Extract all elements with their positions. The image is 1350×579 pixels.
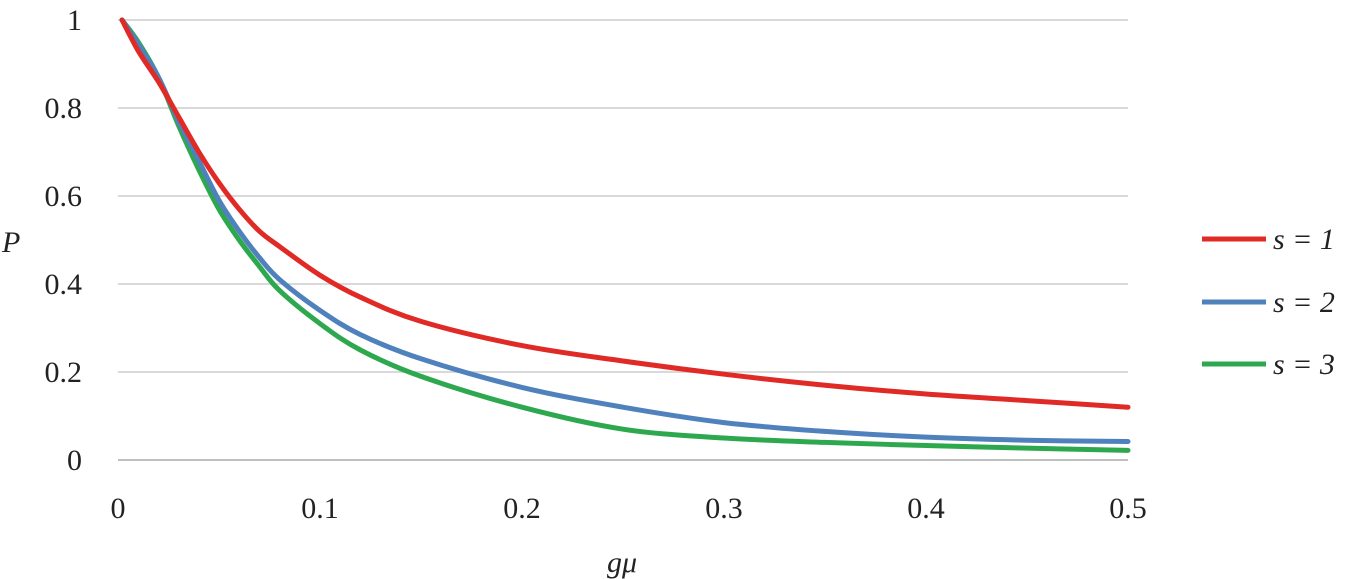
y-tick-label: 0.4 — [45, 268, 83, 301]
x-tick-label: 0.5 — [1109, 492, 1147, 525]
legend-label: s = 2 — [1273, 286, 1335, 319]
series-line-s-2 — [119, 17, 1131, 445]
y-tick-label: 0.2 — [45, 356, 83, 389]
legend-item-s-3: s = 3 — [1202, 348, 1335, 381]
legend-label: s = 1 — [1273, 223, 1335, 256]
y-tick-label: 1 — [67, 4, 82, 37]
y-axis-title: P — [1, 226, 20, 259]
x-tick-label: 0.3 — [705, 492, 743, 525]
gridlines — [118, 19, 1128, 373]
x-tick-label: 0.1 — [301, 492, 339, 525]
legend: s = 1 s = 2 s = 3 — [1202, 223, 1335, 381]
y-tick-label: 0 — [67, 444, 82, 477]
series-line-s-1 — [119, 17, 1131, 410]
y-tick-label: 0.6 — [45, 180, 83, 213]
legend-label: s = 3 — [1273, 348, 1335, 381]
legend-item-s-1: s = 1 — [1202, 223, 1335, 256]
tick-labels: 0 0.2 0.4 0.6 0.8 1 0 0.1 0.2 0.3 0.4 0.5 — [45, 4, 1147, 525]
legend-item-s-2: s = 2 — [1202, 286, 1335, 319]
x-tick-label: 0.2 — [503, 492, 541, 525]
series-lines — [119, 17, 1131, 453]
x-tick-label: 0 — [111, 492, 126, 525]
x-tick-label: 0.4 — [907, 492, 945, 525]
x-axis-title: gμ — [607, 546, 637, 579]
y-tick-label: 0.8 — [45, 92, 83, 125]
series-line-s-3 — [119, 17, 1131, 453]
